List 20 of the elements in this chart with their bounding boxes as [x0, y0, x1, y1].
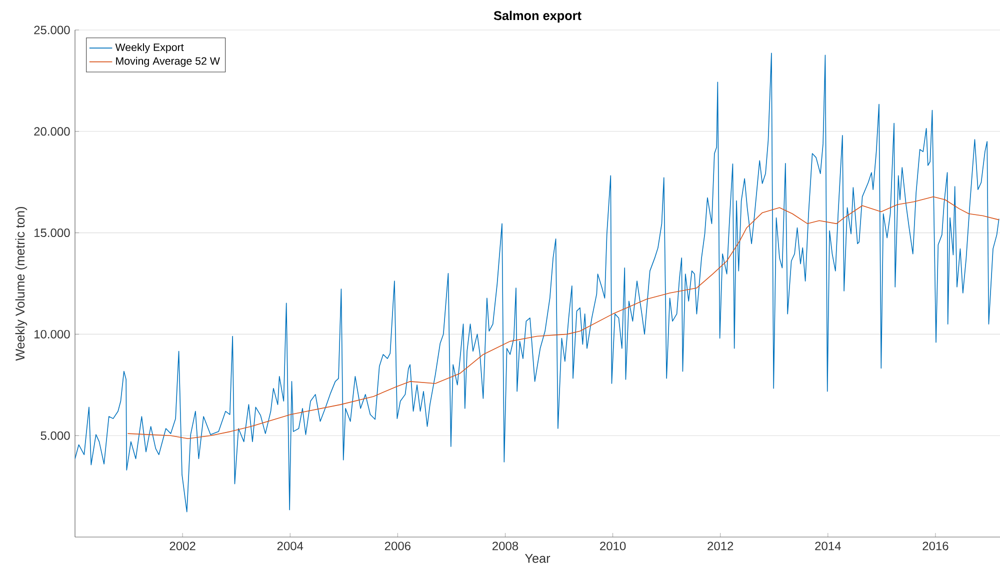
- legend-label: Weekly Export: [115, 43, 184, 54]
- x-tick-label: 2010: [600, 542, 626, 550]
- line-series: [75, 52, 1000, 512]
- x-axis-title: Year: [524, 554, 550, 563]
- x-tick-label: 2014: [815, 542, 841, 550]
- y-axis-title: Weekly Volume (metric ton): [15, 206, 28, 361]
- y-tick-label: 15.000: [34, 228, 70, 238]
- y-tick-label: 5.000: [40, 431, 70, 440]
- line-series: [127, 196, 1000, 440]
- chart-title: Salmon export: [494, 10, 582, 23]
- x-tick-label: 2008: [492, 542, 518, 550]
- x-tick-label: 2016: [922, 542, 948, 550]
- x-tick-label: 2012: [708, 542, 734, 550]
- y-tick-label: 25.000: [34, 26, 70, 34]
- x-tick-label: 2004: [277, 542, 304, 550]
- x-tick-label: 2006: [384, 542, 410, 550]
- legend-label: Moving Average 52 W: [116, 56, 220, 67]
- y-tick-label: 20.000: [34, 127, 70, 136]
- y-tick-label: 10.000: [34, 330, 70, 338]
- x-tick-label: 2002: [170, 542, 196, 550]
